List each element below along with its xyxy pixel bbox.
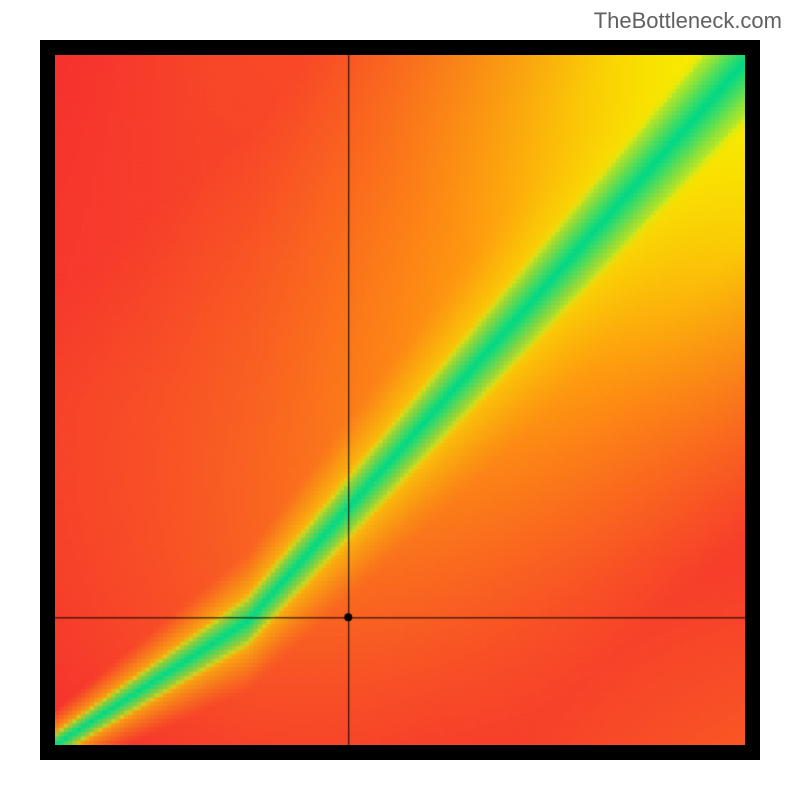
heatmap-canvas [55,55,745,745]
watermark-text: TheBottleneck.com [594,8,782,34]
plot-frame [40,40,760,760]
chart-container: TheBottleneck.com [0,0,800,800]
